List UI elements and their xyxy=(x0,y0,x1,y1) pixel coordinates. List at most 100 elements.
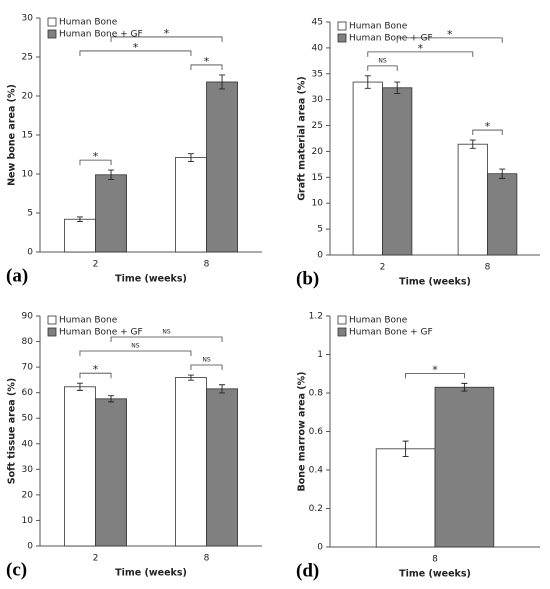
significance-label: * xyxy=(93,363,99,376)
x-tick-label: 8 xyxy=(485,263,491,273)
error-bar xyxy=(402,440,409,457)
bar xyxy=(457,143,488,256)
error-bar xyxy=(219,74,226,90)
legend-label: Human Bone xyxy=(349,22,408,32)
significance-bracket xyxy=(367,65,398,71)
y-tick-label: 15 xyxy=(22,131,33,141)
y-tick-label: 5 xyxy=(317,225,323,235)
y-tick-label: 0.6 xyxy=(309,427,324,437)
y-tick-label: 20 xyxy=(22,490,34,500)
bar xyxy=(375,448,436,548)
y-tick-label: 0 xyxy=(27,542,33,552)
significance-bracket xyxy=(79,350,192,357)
x-axis-label: Time (weeks) xyxy=(115,568,187,579)
bar xyxy=(434,386,495,548)
legend-label: Human Bone + GF xyxy=(59,30,143,40)
significance-label: NS xyxy=(202,357,210,364)
bar xyxy=(175,377,207,547)
significance-bracket xyxy=(405,372,465,379)
error-bar xyxy=(187,153,194,162)
y-axis-label: New bone area (%) xyxy=(7,84,18,186)
error-bar xyxy=(469,139,476,149)
y-tick-label: 30 xyxy=(312,95,324,105)
legend-swatch xyxy=(47,17,57,27)
significance-label: NS xyxy=(378,57,386,64)
significance-label: * xyxy=(93,150,99,163)
significance-label: * xyxy=(164,27,170,40)
bar xyxy=(95,174,127,253)
y-axis-label: Bone marrow area (%) xyxy=(297,371,308,491)
error-bar xyxy=(394,81,401,94)
bar xyxy=(487,173,518,256)
error-bar xyxy=(461,382,468,392)
y-tick-label: 45 xyxy=(312,18,323,28)
bar xyxy=(175,157,207,253)
y-tick-label: 90 xyxy=(22,312,34,322)
bar xyxy=(64,386,96,547)
error-bar xyxy=(76,382,83,391)
x-tick-label: 2 xyxy=(93,554,99,564)
error-bar xyxy=(187,374,194,381)
x-tick-label: 8 xyxy=(204,260,210,270)
x-tick-label: 2 xyxy=(93,260,99,270)
legend-label: Human Bone xyxy=(349,316,408,326)
error-bar xyxy=(364,75,371,89)
panel-label: (a) xyxy=(6,265,28,286)
y-tick-label: 5 xyxy=(27,209,33,219)
significance-bracket xyxy=(190,364,223,371)
x-axis-label: Time (weeks) xyxy=(399,569,471,580)
y-tick-label: 0 xyxy=(317,543,323,553)
significance-label: * xyxy=(133,41,139,54)
bar xyxy=(64,218,96,253)
legend-swatch xyxy=(47,29,57,39)
y-tick-label: 10 xyxy=(22,516,34,526)
significance-bracket xyxy=(472,129,503,136)
x-axis-label: Time (weeks) xyxy=(399,277,471,288)
error-bar xyxy=(499,168,506,179)
y-tick-label: 0.2 xyxy=(309,504,323,514)
significance-label: * xyxy=(432,363,438,376)
error-bar xyxy=(76,216,83,223)
x-tick-label: 8 xyxy=(432,555,438,565)
bar xyxy=(352,81,383,256)
significance-label: * xyxy=(485,120,491,133)
error-bar xyxy=(108,395,115,403)
y-tick-label: 40 xyxy=(22,439,34,449)
x-tick-label: 8 xyxy=(204,554,210,564)
y-tick-label: 30 xyxy=(22,465,34,475)
legend-label: Human Bone xyxy=(59,316,118,326)
panel-label: (c) xyxy=(6,559,27,580)
y-tick-label: 15 xyxy=(312,173,323,183)
y-tick-label: 20 xyxy=(22,92,34,102)
legend-swatch xyxy=(337,21,347,31)
significance-label: * xyxy=(447,28,453,41)
y-tick-label: 0.4 xyxy=(309,466,324,476)
y-tick-label: 0.8 xyxy=(309,389,324,399)
panel-label: (b) xyxy=(296,268,319,289)
significance-bracket xyxy=(396,37,503,43)
y-tick-label: 20 xyxy=(312,147,324,157)
significance-label: NS xyxy=(131,343,139,350)
significance-bracket xyxy=(367,51,474,57)
chart-panel: 0 0.2 0.4 0.6 0.8 1 1.2 Bone marrow area (%) Tim… xyxy=(296,312,540,581)
error-bar xyxy=(108,169,115,180)
y-tick-label: 35 xyxy=(312,69,323,79)
error-bar xyxy=(219,384,226,394)
y-tick-label: 60 xyxy=(22,388,34,398)
x-tick-label: 2 xyxy=(380,263,386,273)
y-tick-label: 10 xyxy=(22,170,34,180)
legend-swatch xyxy=(337,327,347,337)
legend-label: Human Bone + GF xyxy=(349,328,433,338)
significance-bracket xyxy=(79,372,112,379)
panel-label: (d) xyxy=(296,560,319,581)
significance-label: * xyxy=(204,55,210,68)
legend-label: Human Bone xyxy=(59,18,118,28)
y-tick-label: 25 xyxy=(312,121,323,131)
y-tick-label: 10 xyxy=(312,199,324,209)
significance-bracket xyxy=(190,64,223,70)
bar xyxy=(382,87,413,256)
legend-label: Human Bone + GF xyxy=(59,328,143,338)
bar xyxy=(206,81,238,253)
chart-panel: 0 5 10 15 20 25 30 35 40 45 Graft material area (%… xyxy=(296,18,540,289)
